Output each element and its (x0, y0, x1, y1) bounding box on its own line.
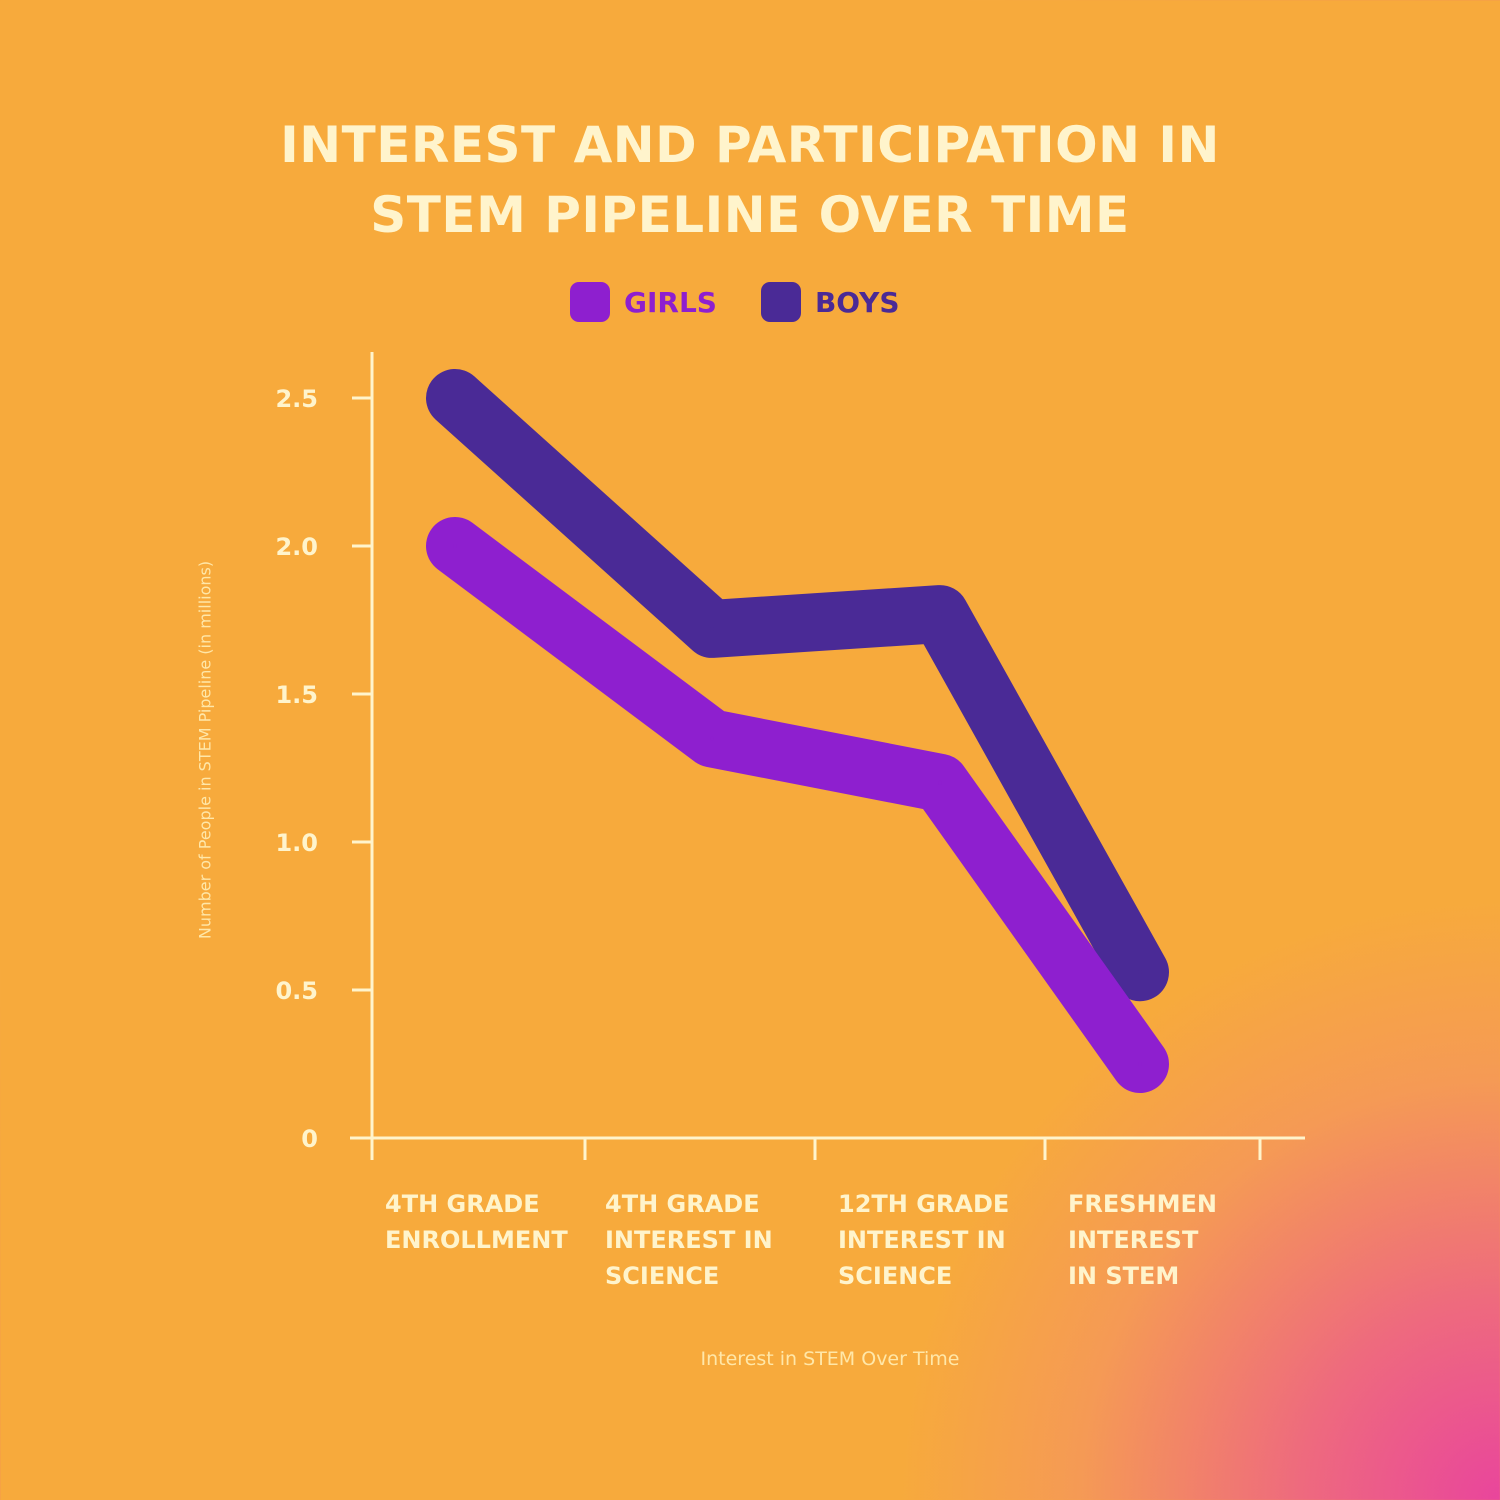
data-point-boys (938, 612, 942, 617)
y-axis-label: Number of People in STEM Pipeline (in mi… (195, 560, 215, 940)
x-tick-label: 12TH GRADE INTEREST IN SCIENCE (838, 1190, 1010, 1290)
series-line-boys (426, 369, 1169, 1002)
y-tick-label: 0 (301, 1125, 318, 1153)
legend-swatch-boys (760, 282, 801, 322)
legend-swatch-girls (570, 282, 610, 322)
data-point-girls (710, 736, 714, 741)
chart-title: INTEREST AND PARTICIPATION IN STEM PIPEL… (0, 110, 1500, 250)
data-point-boys (710, 626, 714, 631)
x-tick-label: 4TH GRADE INTEREST IN SCIENCE (605, 1190, 773, 1290)
data-point-boys (453, 396, 457, 400)
legend-label-girls: GIRLS (624, 285, 717, 319)
y-tick-label: 2.0 (275, 533, 318, 561)
y-tick-label: 1.5 (275, 681, 318, 709)
series-line-girls (426, 517, 1169, 1093)
x-axis-label: Interest in STEM Over Time (700, 1348, 960, 1370)
x-tick-label: 4TH GRADE ENROLLMENT (385, 1190, 568, 1254)
x-tick-label: FRESHMEN INTEREST IN STEM (1068, 1190, 1218, 1290)
legend-label-boys: BOYS (814, 285, 900, 319)
y-tick-label: 2.5 (275, 385, 318, 413)
title-line: INTEREST AND PARTICIPATION IN (280, 116, 1220, 174)
y-tick-label: 0.5 (275, 977, 318, 1005)
data-point-girls (453, 544, 457, 548)
data-point-boys (1138, 970, 1142, 975)
data-point-girls (1138, 1062, 1142, 1066)
legend: GIRLS BOYS (570, 282, 900, 322)
data-point-girls (938, 780, 942, 785)
y-tick-label: 1.0 (275, 829, 318, 857)
title-line: STEM PIPELINE OVER TIME (370, 186, 1130, 244)
